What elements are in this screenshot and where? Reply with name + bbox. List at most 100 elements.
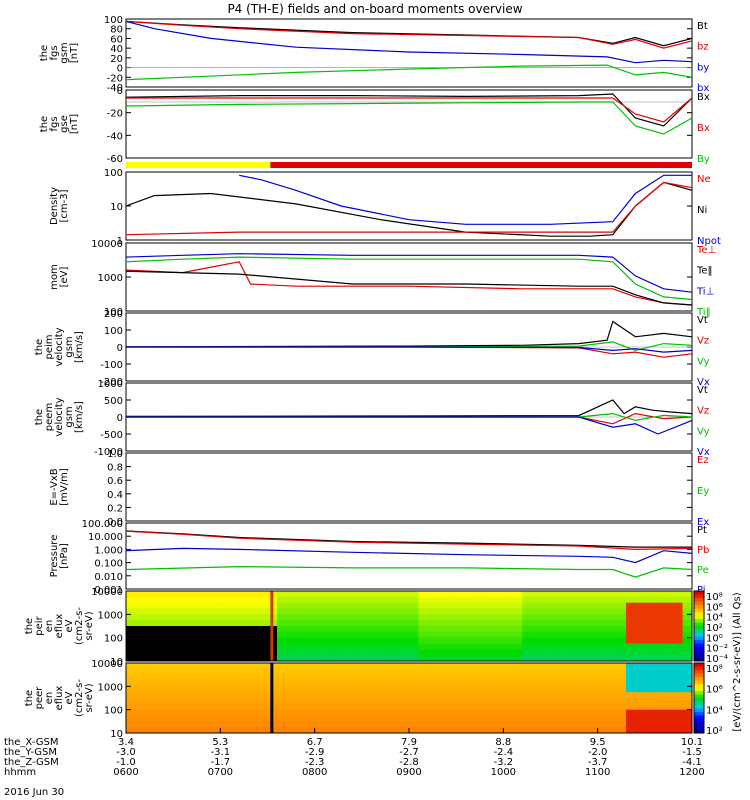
heatmap-cell <box>437 721 448 728</box>
panel-frame <box>125 89 693 159</box>
heatmap-cell <box>409 591 419 598</box>
heatmap-cell <box>229 596 240 604</box>
heatmap-cell <box>210 602 221 609</box>
y-tick-label: 1 <box>117 236 123 247</box>
heatmap-cell <box>154 649 165 656</box>
series-line-Pi <box>125 547 693 564</box>
heatmap-cell <box>371 680 382 687</box>
colorbar-step <box>694 670 704 674</box>
heatmap-cell <box>531 643 542 650</box>
colorbar-tick-label: 10⁶ <box>706 602 723 613</box>
heatmap-cell <box>258 721 268 728</box>
heatmap-cell <box>173 643 184 650</box>
heatmap-cell <box>192 715 202 722</box>
legend-entry: Ne <box>697 174 711 185</box>
heatmap-cell <box>625 674 636 681</box>
heatmap-cell <box>352 686 363 693</box>
heatmap-cell <box>276 608 287 615</box>
heatmap-cell <box>663 643 674 650</box>
heatmap-cell <box>644 668 655 676</box>
colorbar-step <box>694 715 704 720</box>
heatmap-cell <box>522 686 533 693</box>
heatmap-cell <box>409 721 419 728</box>
heatmap-cell <box>333 709 344 716</box>
heatmap-cell <box>588 626 599 633</box>
heatmap-cell <box>342 709 353 716</box>
heatmap-cell <box>258 715 268 722</box>
heatmap-cell <box>597 686 608 693</box>
heatmap-cell <box>229 620 240 627</box>
heatmap-cell <box>258 614 268 621</box>
heatmap-cell <box>182 637 193 644</box>
heatmap-cell <box>201 643 212 650</box>
heatmap-cell <box>135 596 146 604</box>
heatmap-cell <box>588 637 599 644</box>
colorbar-step <box>694 594 704 599</box>
legend-entry: Bx <box>697 92 710 103</box>
heatmap-cell <box>541 721 551 728</box>
heatmap-cell <box>324 674 335 681</box>
heatmap-cell <box>541 686 551 693</box>
heatmap-cell <box>201 674 212 681</box>
heatmap-cell <box>248 591 259 598</box>
heatmap-cell <box>342 643 353 650</box>
heatmap-cell <box>399 692 410 699</box>
x-tick-label: -2.3 <box>305 757 325 768</box>
heatmap-cell <box>616 620 627 627</box>
heatmap-cell <box>437 608 448 615</box>
heatmap-cell <box>333 668 344 676</box>
heatmap-cell <box>201 686 212 693</box>
heatmap-cell <box>144 721 155 728</box>
heatmap-cell <box>654 680 665 687</box>
heatmap-cell <box>201 655 212 662</box>
heatmap-cell <box>324 680 335 687</box>
heatmap-cell <box>305 715 316 722</box>
heatmap-cell <box>380 596 391 604</box>
heatmap-cell <box>239 608 250 615</box>
heatmap-cell <box>182 674 193 681</box>
heatmap-cell <box>314 721 325 728</box>
heatmap-cell <box>144 692 155 699</box>
heatmap-cell <box>607 637 618 644</box>
heatmap-cell <box>305 643 316 650</box>
colorbar-step <box>694 622 704 627</box>
heatmap-cell <box>371 637 382 644</box>
heatmap-cell <box>361 680 372 687</box>
heatmap-cell <box>239 626 250 633</box>
heatmap-cell <box>352 608 363 615</box>
y-tick-label: 10 <box>110 729 123 740</box>
colorbar-tick-label: 10⁸ <box>706 592 723 603</box>
y-axis-label: the <box>24 690 35 706</box>
heatmap-cell <box>512 608 523 615</box>
heatmap-cell <box>437 655 448 662</box>
y-axis-label: peir <box>34 615 45 635</box>
heatmap-cell <box>625 596 636 604</box>
heatmap-cell <box>531 698 542 705</box>
heatmap-cell <box>352 602 363 609</box>
y-tick-label: 100 <box>104 307 123 318</box>
heatmap-cell <box>418 703 429 711</box>
heatmap-cell <box>229 692 240 699</box>
heatmap-cell <box>229 686 240 693</box>
heatmap-cell <box>654 602 665 609</box>
heatmap-cell <box>258 674 268 681</box>
heatmap-cell <box>324 631 335 639</box>
heatmap-cell <box>305 608 316 615</box>
heatmap-cell <box>673 727 684 734</box>
heatmap-cell <box>201 715 212 722</box>
heatmap-cell <box>324 727 335 734</box>
heatmap-cell <box>682 631 693 639</box>
heatmap-cell <box>475 715 485 722</box>
heatmap-cell <box>192 643 202 650</box>
heatmap-cell <box>437 643 448 650</box>
x-axis-row-label: hhmm <box>4 767 36 778</box>
heatmap-cell <box>173 727 184 734</box>
heatmap-cell <box>399 686 410 693</box>
heatmap-cell <box>607 721 618 728</box>
heatmap-cell <box>390 668 401 676</box>
heatmap-cell <box>493 643 504 650</box>
heatmap-cell <box>248 686 259 693</box>
heatmap-cell <box>616 715 627 722</box>
heatmap-cell <box>522 727 533 734</box>
legend-entry: Vy <box>697 426 710 437</box>
